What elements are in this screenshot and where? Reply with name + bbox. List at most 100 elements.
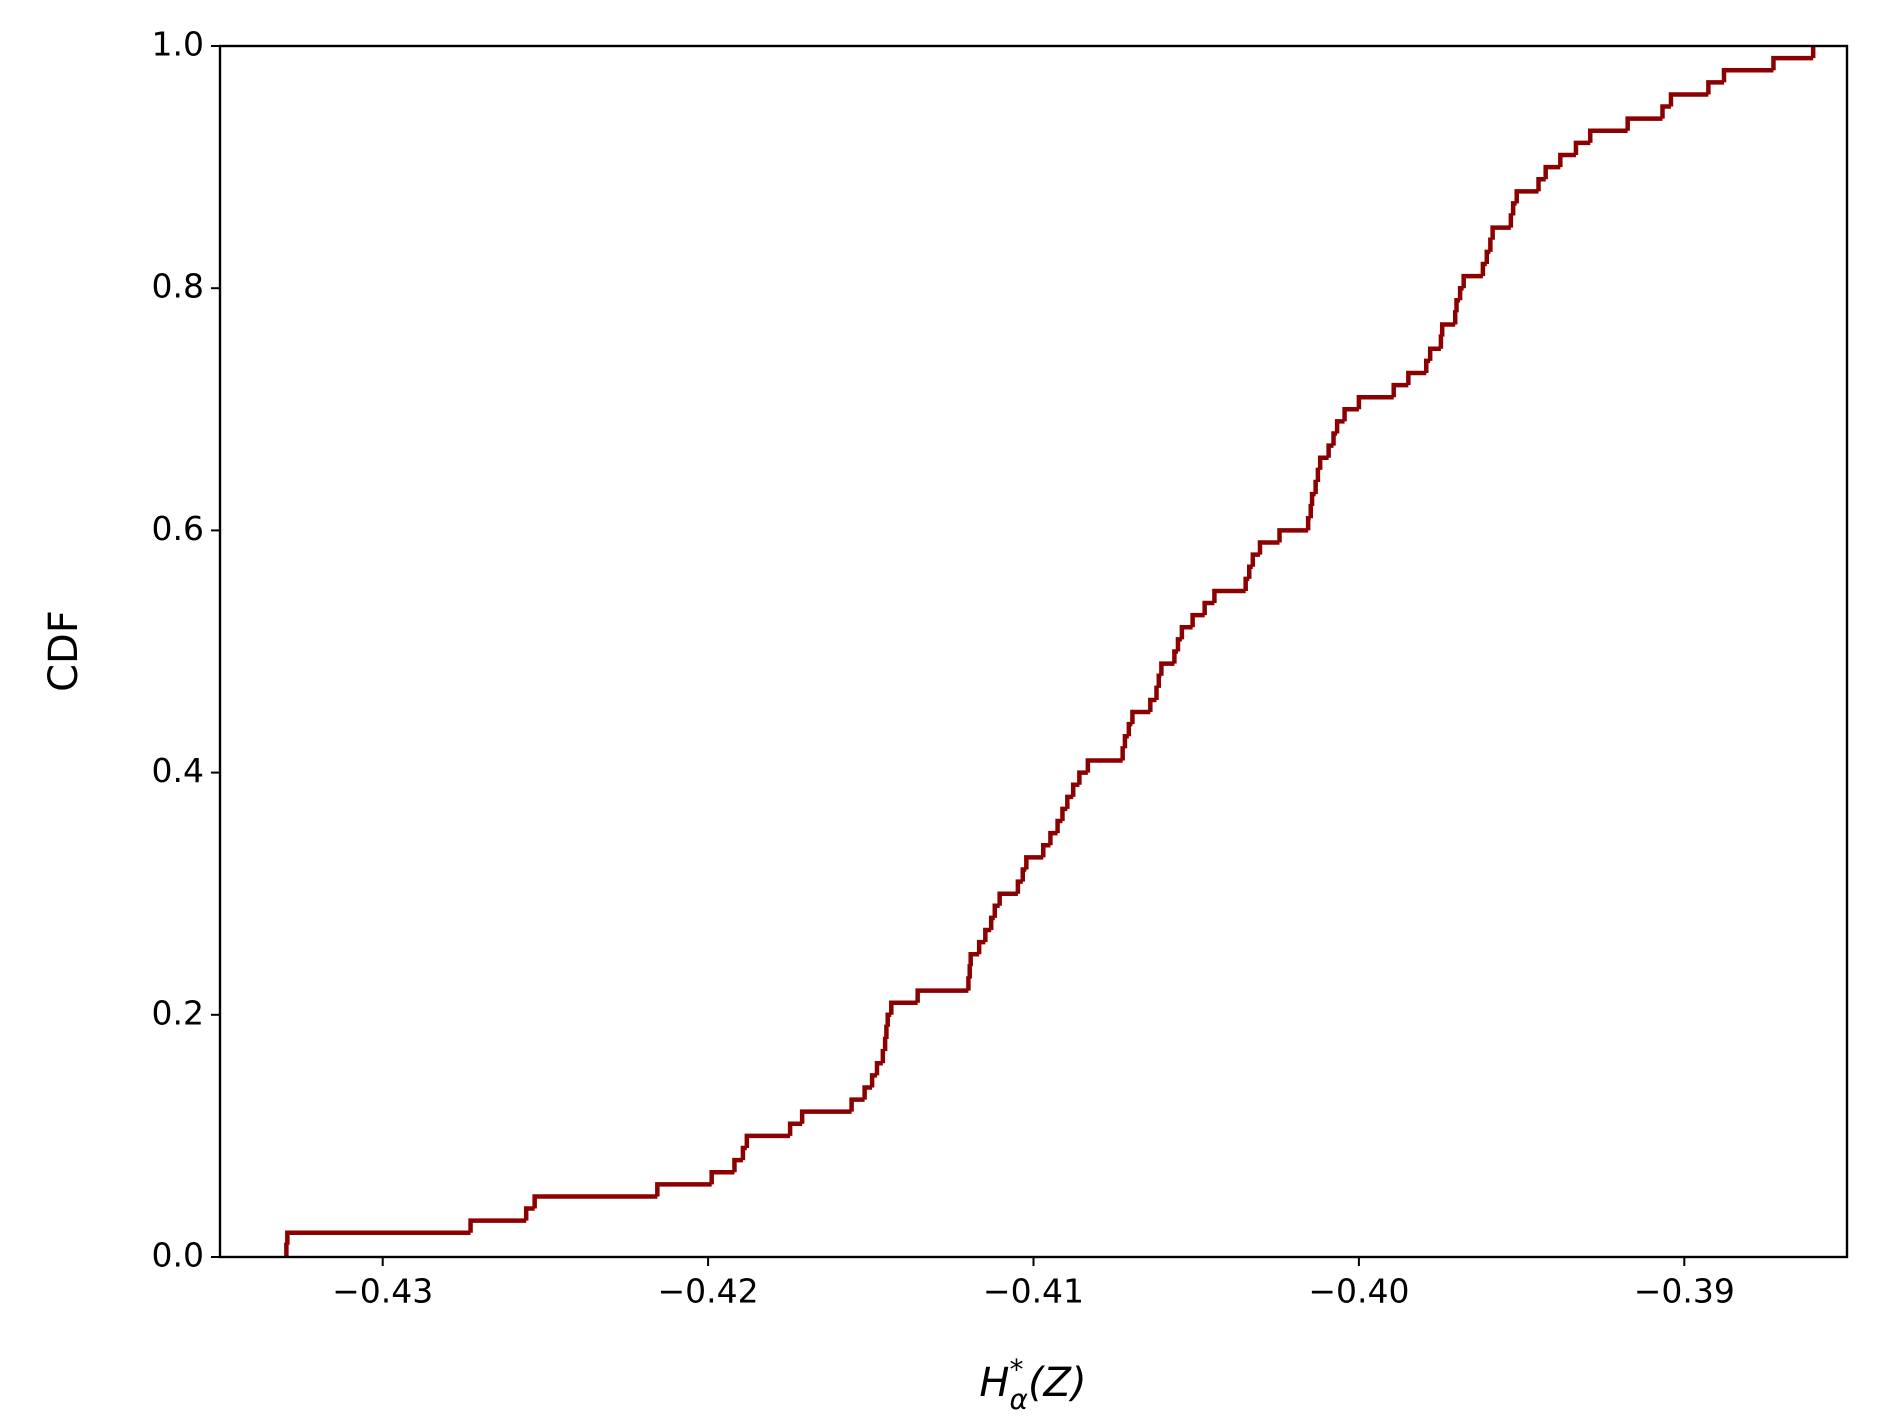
cdf-step <box>1334 419 1345 434</box>
cdf-step <box>1660 104 1671 119</box>
y-axis-label: CDF <box>41 610 87 692</box>
cdf-step <box>1488 237 1493 252</box>
cdf-step <box>1326 443 1334 458</box>
cdf-step <box>1212 588 1246 604</box>
x-label-sup: * <box>1009 1353 1023 1386</box>
cdf-step <box>1060 806 1068 822</box>
cdf-step <box>1391 382 1409 398</box>
cdf-step <box>1250 552 1260 567</box>
x-label-arg: (Z) <box>1028 1360 1087 1406</box>
cdf-step <box>1120 746 1125 761</box>
cdf-step <box>1172 649 1178 664</box>
cdf-step <box>1070 782 1080 797</box>
cdf-step <box>1313 479 1318 495</box>
cdf-step <box>1558 152 1576 168</box>
cdf-step <box>849 1097 865 1112</box>
cdf-step <box>468 1218 527 1233</box>
cdf-step <box>1277 528 1309 543</box>
cdf-step <box>1085 758 1123 773</box>
cdf-step <box>1480 261 1487 277</box>
cdf-step <box>1625 116 1663 131</box>
cdf-step <box>1154 685 1159 700</box>
cdf-step <box>1331 431 1338 446</box>
cdf-step <box>966 976 971 991</box>
x-tick-label: −0.41 <box>983 1272 1084 1311</box>
cdf-step <box>1514 189 1539 204</box>
cdf-step <box>1424 358 1431 373</box>
cdf-step <box>740 1145 747 1161</box>
x-tick-label: −0.42 <box>658 1272 759 1311</box>
cdf-step <box>1510 201 1517 216</box>
cdf-step <box>1126 721 1133 737</box>
cdf-step <box>1122 734 1129 749</box>
y-tick-label: 0.8 <box>152 267 204 306</box>
cdf-step <box>1243 576 1250 591</box>
cdf-step <box>285 1230 471 1245</box>
cdf-step <box>1148 697 1157 713</box>
cdf-step <box>997 891 1018 906</box>
cdf-step <box>744 1133 791 1149</box>
cdf-step <box>1055 818 1063 834</box>
plot-frame <box>218 44 1849 1259</box>
cdf-step <box>1179 625 1193 640</box>
cdf-step <box>732 1157 743 1173</box>
x-label-base: H <box>979 1360 1009 1406</box>
cdf-step <box>1159 661 1175 676</box>
cdf-step <box>1573 140 1591 155</box>
cdf-step <box>1439 322 1456 337</box>
cdf-step <box>1356 394 1394 410</box>
cdf-step <box>799 1109 852 1124</box>
y-tick-label: 1.0 <box>152 25 204 64</box>
cdf-step <box>1015 879 1023 894</box>
cdf-step <box>1305 516 1311 531</box>
cdf-step <box>1315 467 1321 482</box>
cdf-step <box>915 988 969 1003</box>
cdf-step <box>1257 540 1280 555</box>
cdf-step <box>885 1012 892 1027</box>
y-tick-label: 0.4 <box>152 751 204 790</box>
cdf-step <box>1041 843 1051 858</box>
cdf-step <box>709 1169 735 1185</box>
cdf-step <box>1317 455 1329 470</box>
cdf-step <box>1130 709 1151 725</box>
y-tick-label: 0.6 <box>152 509 204 548</box>
cdf-step <box>1308 503 1313 519</box>
cdf-step <box>1427 346 1441 361</box>
x-tick-label: −0.40 <box>1308 1272 1409 1311</box>
x-tick-label: −0.39 <box>1634 1272 1735 1311</box>
cdf-step <box>983 927 992 943</box>
y-tick-label: 0.2 <box>152 993 204 1032</box>
cdf-step <box>988 915 995 931</box>
cdf-step <box>532 1194 658 1209</box>
cdf-step <box>1490 225 1511 240</box>
cdf-step <box>1156 673 1162 688</box>
cdf-step <box>1065 794 1074 809</box>
cdf-step <box>968 952 980 967</box>
cdf-step <box>1190 612 1205 628</box>
x-tick-label: −0.43 <box>332 1272 433 1311</box>
cdf-step <box>1024 855 1044 870</box>
cdf-step <box>655 1182 712 1197</box>
cdf-step <box>884 1024 889 1040</box>
cdf-step <box>976 939 986 955</box>
cdf-step <box>1202 600 1215 616</box>
cdf-step <box>1454 298 1461 313</box>
cdf-step <box>880 1048 886 1064</box>
cdf-step <box>1457 285 1464 301</box>
cdf-step <box>1246 564 1253 579</box>
cdf-step <box>874 1060 883 1076</box>
cdf-step <box>889 1000 918 1015</box>
y-tick-label: 0.0 <box>152 1236 204 1275</box>
cdf-step <box>882 1036 888 1052</box>
cdf-step <box>1020 867 1027 882</box>
cdf-step <box>1668 92 1709 107</box>
cdf-step <box>523 1206 535 1221</box>
cdf-step <box>1484 249 1491 264</box>
cdf-step <box>1438 334 1444 349</box>
cdf-step <box>869 1073 877 1088</box>
cdf-step <box>1588 128 1628 143</box>
cdf-step <box>1342 407 1359 422</box>
cdf-step <box>1721 67 1774 83</box>
cdf-step <box>1048 830 1058 846</box>
